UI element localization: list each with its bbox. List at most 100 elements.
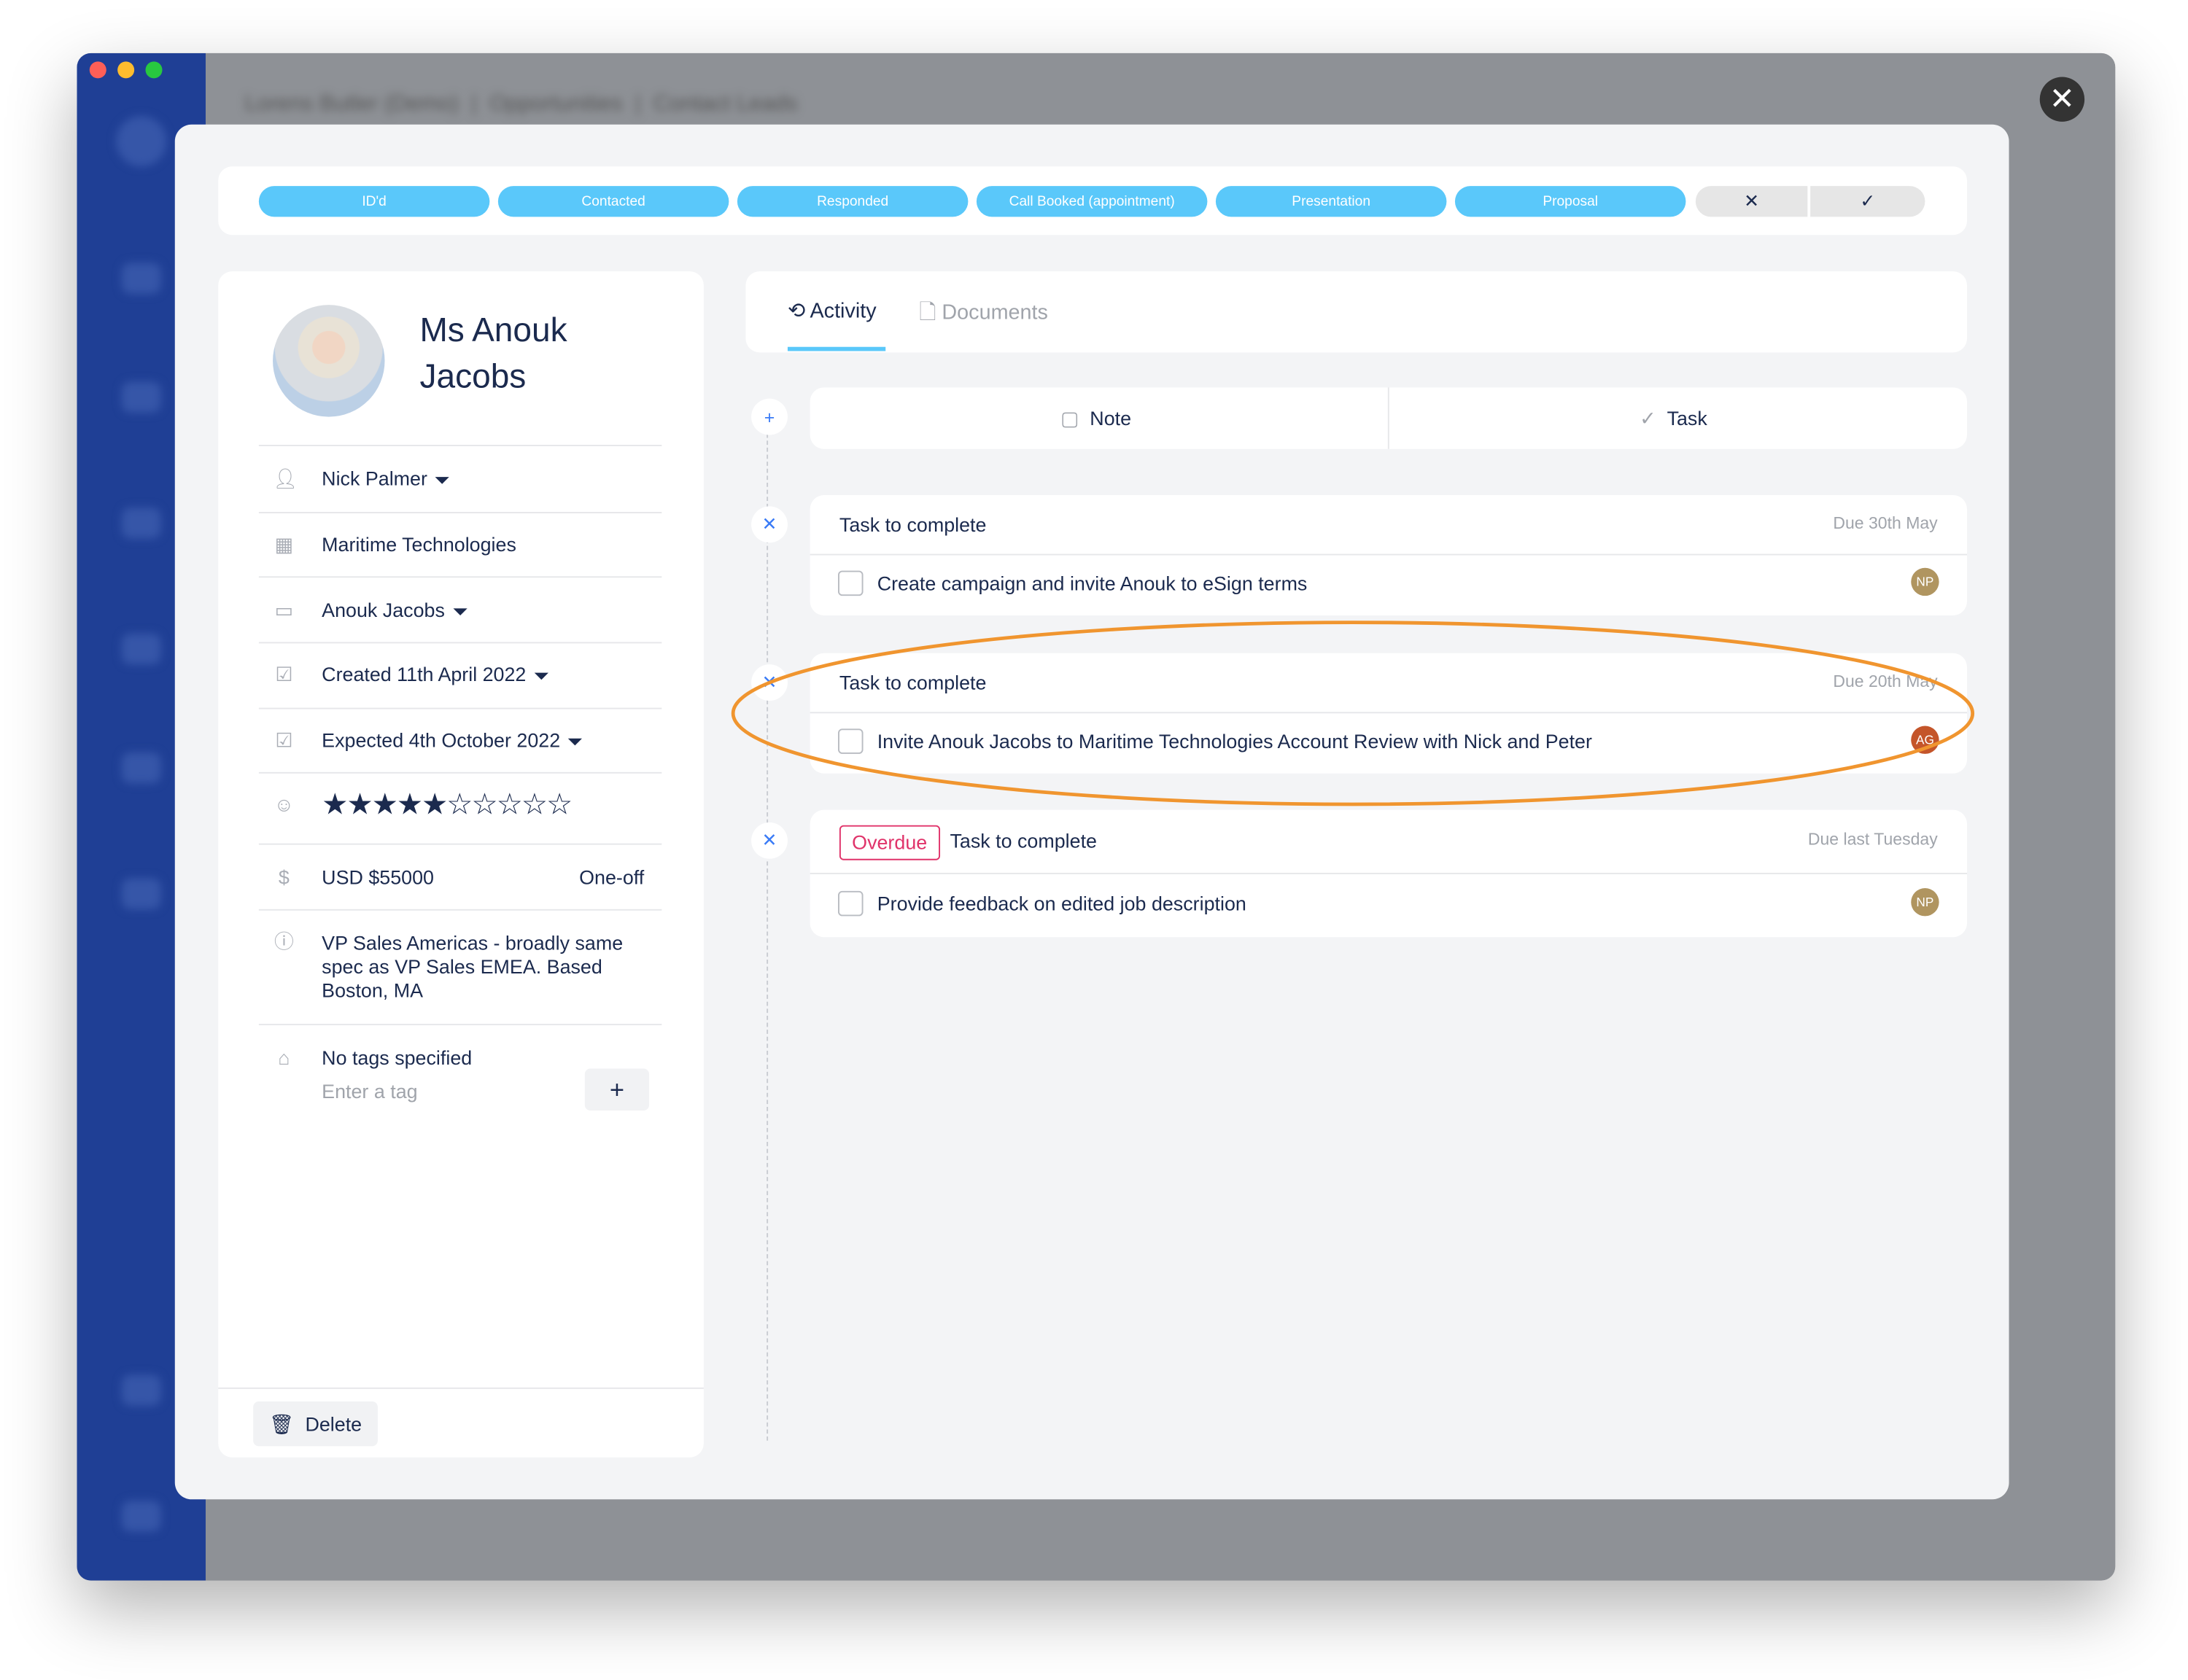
star-empty-icon[interactable]: ☆ [446,788,473,821]
company-name[interactable]: Maritime Technologies [322,532,516,556]
value-type[interactable]: One-off [579,866,645,889]
task-checkbox[interactable] [838,570,864,596]
star-filled-icon[interactable]: ★ [346,788,373,821]
tag-input[interactable]: Enter a tag [322,1079,418,1102]
zoom-window-button[interactable] [145,61,163,79]
company-row[interactable] [258,512,662,576]
close-icon: ✕ [761,513,777,534]
task-due: Due 30th May [1833,513,1938,533]
divider [810,712,1967,714]
contact-name: Ms Anouk Jacobs [419,311,567,396]
calendar-icon: ☑ [275,663,293,685]
delete-button[interactable]: 🗑︎ Delete [253,1401,378,1447]
info-icon: ⓘ [274,930,294,953]
tags-empty: No tags specified [322,1046,473,1069]
star-empty-icon[interactable]: ☆ [471,788,497,821]
calendar-icon: ☑ [275,728,293,752]
tabs-bar [745,271,1967,353]
star-filled-icon[interactable]: ★ [396,788,423,821]
tag-icon: ⌂ [278,1046,290,1069]
task-card: Task to complete Due 20th May Invite Ano… [810,653,1967,774]
stage-contacted[interactable]: Contacted [497,186,729,217]
star-filled-icon[interactable]: ★ [322,788,348,821]
close-icon: ✕ [761,829,777,851]
stage-proposal[interactable]: Proposal [1454,186,1686,217]
divider [810,872,1967,874]
background-breadcrumb: Lorens Butler (Demo) | Opportunities | C… [244,92,798,117]
expected-row[interactable] [258,707,662,772]
contact-select[interactable]: Anouk Jacobs [322,599,468,621]
star-filled-icon[interactable]: ★ [371,788,398,821]
deal-value[interactable]: USD $55000 [322,866,434,889]
task-header: Task to complete [839,513,987,536]
check-icon: ✓ [1640,407,1656,429]
rating-stars[interactable]: ★★★★★☆☆☆☆☆ [322,788,573,822]
task-header: Task to complete [839,671,987,694]
task-due: Due 20th May [1833,671,1938,691]
divider [218,1387,704,1389]
contact-card-icon: ▭ [274,598,294,621]
stage-call-booked[interactable]: Call Booked (appointment) [976,186,1208,217]
add-task-button[interactable]: ✓ Task [1640,407,1707,429]
star-empty-icon[interactable]: ☆ [546,788,573,821]
owner-select[interactable]: Nick Palmer [322,467,450,489]
overdue-badge: Overdue [839,825,940,860]
task-checkbox[interactable] [838,728,864,754]
contact-row[interactable] [258,576,662,642]
stage-presentation[interactable]: Presentation [1215,186,1447,217]
created-date[interactable]: Created 11th April 2022 [322,663,549,685]
description[interactable]: VP Sales Americas - broadly same spec as… [322,931,624,1002]
created-row[interactable] [258,642,662,707]
contact-card [218,271,704,1458]
minimize-window-button[interactable] [117,61,135,79]
close-window-button[interactable] [89,61,106,79]
task-due: Due last Tuesday [1807,829,1938,849]
active-tab-indicator [787,346,886,351]
remove-task-button[interactable]: ✕ [751,822,788,859]
divider [810,553,1967,556]
task-header: Task to complete [950,829,1097,852]
tab-activity[interactable]: ⟲ Activity [787,299,877,324]
add-activity-button[interactable]: + [751,398,788,435]
star-filled-icon[interactable]: ★ [421,788,448,821]
trash-icon: 🗑︎ [269,1412,295,1435]
divider [1387,387,1389,449]
assignee-avatar[interactable]: NP [1911,567,1939,596]
dollar-icon: $ [278,866,290,889]
star-empty-icon[interactable]: ☆ [521,788,548,821]
owner-row[interactable] [258,444,662,512]
avatar [273,305,385,417]
task-text: Invite Anouk Jacobs to Maritime Technolo… [877,730,1592,752]
caret-down-icon [435,476,450,484]
assignee-avatar[interactable]: AG [1911,726,1939,754]
star-empty-icon[interactable]: ☆ [496,788,523,821]
mark-lost-button[interactable]: ✕ [1695,186,1808,217]
rating-row [258,771,662,844]
highlight-ellipse [731,621,1975,806]
plus-icon: + [764,406,775,428]
task-text: Provide feedback on edited job descripti… [877,892,1246,915]
add-note-button[interactable]: ▢ Note [1060,407,1132,429]
task-checkbox[interactable] [838,890,864,917]
tags-row [258,1024,662,1121]
tab-documents[interactable]: 🗋︎ Documents [919,300,1048,325]
value-row [258,843,662,909]
caret-down-icon [534,672,549,680]
expected-date[interactable]: Expected 4th October 2022 [322,728,583,751]
user-icon: 👤︎ [273,467,298,490]
note-icon: ▢ [1060,407,1079,429]
add-tag-button[interactable]: + [584,1068,650,1111]
mark-won-button[interactable]: ✓ [1810,186,1925,217]
task-card: Overdue Task to complete Due last Tuesda… [810,809,1967,938]
building-icon: ▦ [274,532,294,556]
stage-idd[interactable]: ID'd [258,186,490,217]
stage-responded[interactable]: Responded [737,186,969,217]
close-modal-button[interactable]: ✕ [2039,77,2085,122]
remove-task-button[interactable]: ✕ [751,506,788,543]
assignee-avatar[interactable]: NP [1911,888,1939,917]
task-card: Task to complete Due 30th May Create cam… [810,495,1967,616]
caret-down-icon [568,738,583,746]
document-icon: 🗋︎ [919,300,936,325]
close-icon: ✕ [2049,81,2076,117]
